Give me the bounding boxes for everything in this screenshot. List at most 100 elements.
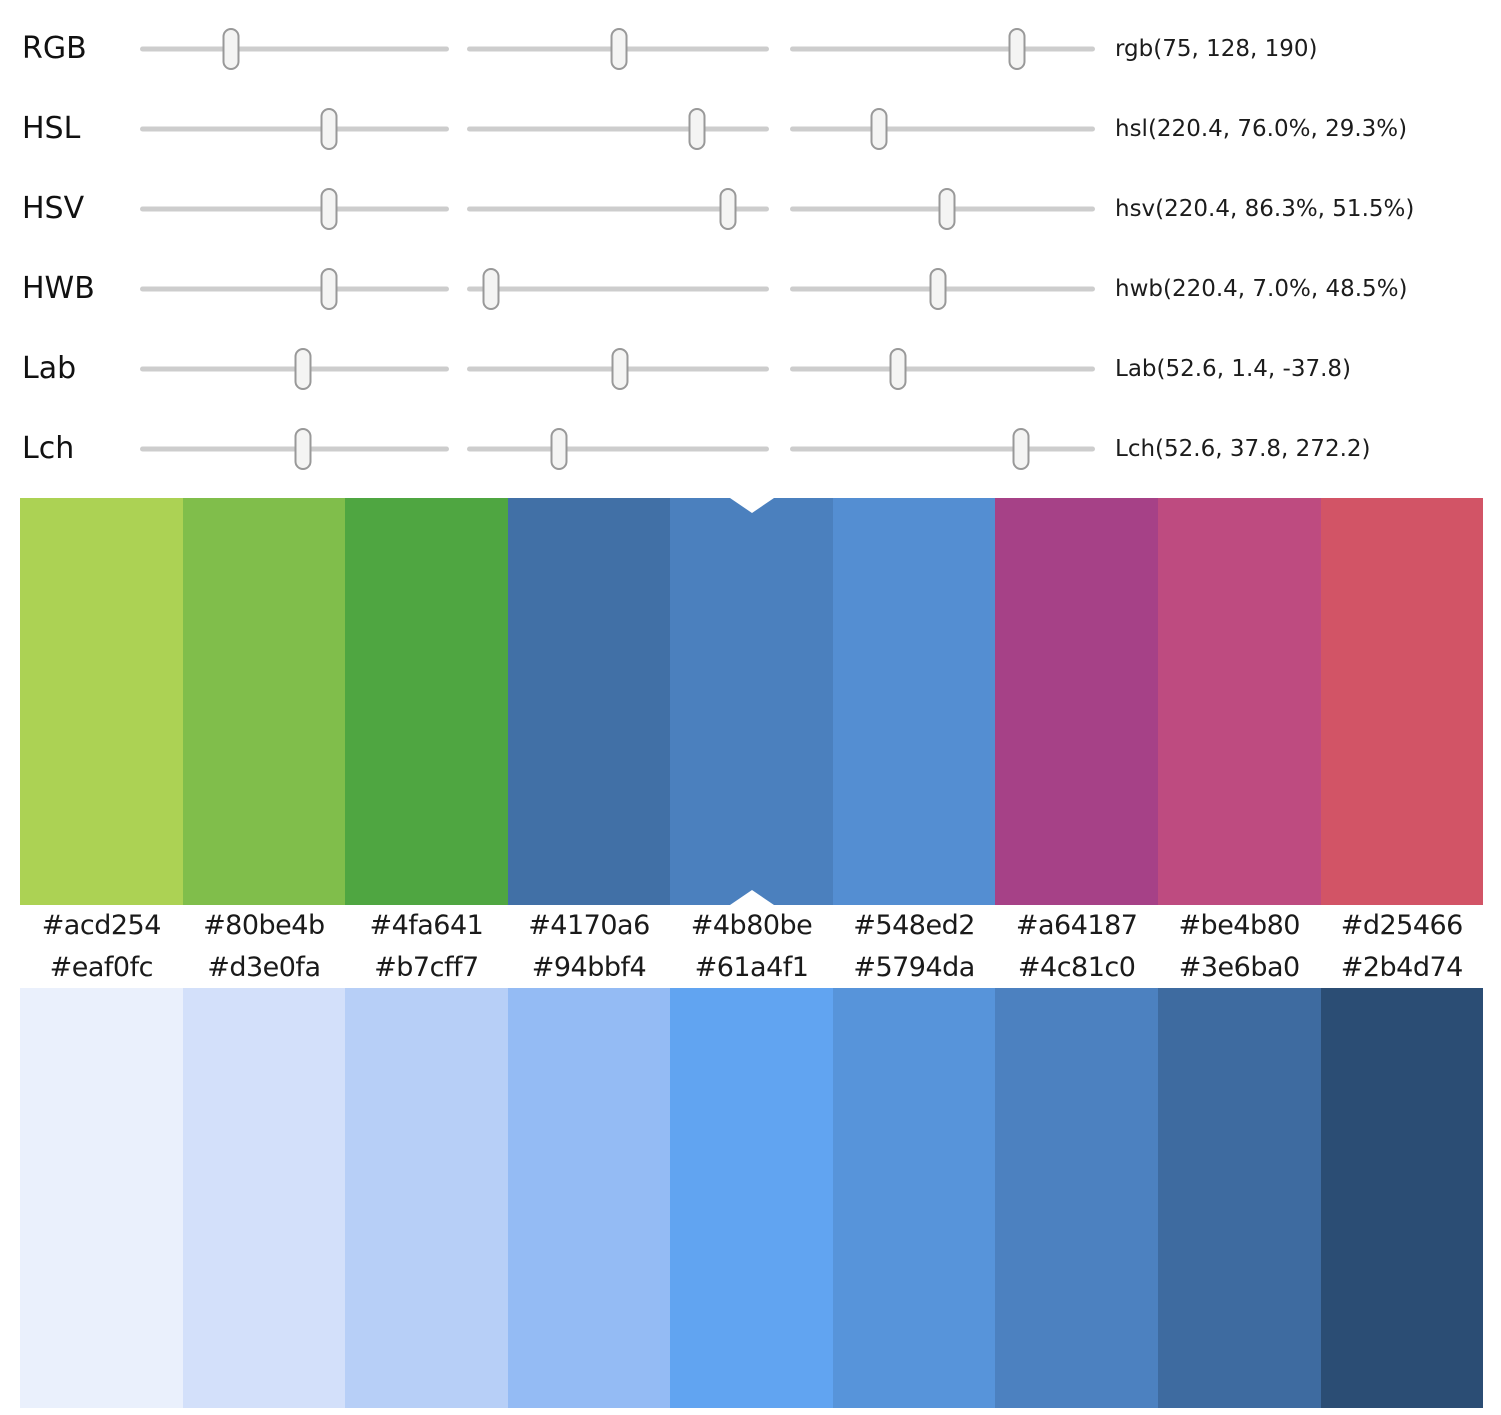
hwb-b-slider-thumb[interactable] bbox=[929, 268, 947, 310]
lch-row-label: Lch bbox=[22, 431, 75, 466]
bottom-palette-swatch-1[interactable] bbox=[20, 988, 183, 1408]
lch-c-slider-track[interactable] bbox=[467, 446, 769, 452]
bottom-palette-swatch-6[interactable] bbox=[832, 988, 996, 1408]
lch-h-slider-thumb[interactable] bbox=[1012, 428, 1030, 470]
slider-row-lch: Lch Lch(52.6, 37.8, 272.2) bbox=[0, 409, 1501, 489]
bottom-palette-swatch-7[interactable] bbox=[995, 988, 1158, 1408]
hsl-row-label: HSL bbox=[22, 111, 81, 146]
hwb-h-slider-track[interactable] bbox=[140, 286, 449, 292]
rgb-r-slider-track[interactable] bbox=[140, 46, 449, 52]
rgb-r-slider[interactable] bbox=[140, 9, 449, 89]
hsl-h-slider[interactable] bbox=[140, 89, 449, 169]
bottom-palette-hex-label-3: #b7cff7 bbox=[374, 951, 479, 983]
hsv-h-slider-thumb[interactable] bbox=[320, 188, 338, 230]
lab-l-slider[interactable] bbox=[140, 329, 449, 409]
hsl-l-slider-thumb[interactable] bbox=[870, 108, 888, 150]
bottom-palette-hex-label-8: #3e6ba0 bbox=[1178, 951, 1300, 983]
hsv-value-text: hsv(220.4, 86.3%, 51.5%) bbox=[1115, 196, 1415, 222]
bottom-palette-hex-label-6: #5794da bbox=[853, 951, 975, 983]
top-palette-swatch-3[interactable] bbox=[345, 498, 508, 905]
top-palette-swatch-7[interactable] bbox=[995, 498, 1158, 905]
top-palette-hex-label-7: #a64187 bbox=[1015, 910, 1138, 941]
hsl-s-slider-track[interactable] bbox=[467, 126, 769, 132]
slider-row-hsl: HSL hsl(220.4, 76.0%, 29.3%) bbox=[0, 89, 1501, 169]
lch-c-slider-thumb[interactable] bbox=[550, 428, 568, 470]
lch-l-slider[interactable] bbox=[140, 409, 449, 489]
top-palette-swatch-4[interactable] bbox=[507, 498, 671, 905]
hwb-w-slider-thumb[interactable] bbox=[482, 268, 500, 310]
top-palette-hex-label-9: #d25466 bbox=[1340, 910, 1464, 941]
top-palette-swatch-1[interactable] bbox=[20, 498, 183, 905]
hsl-h-slider-track[interactable] bbox=[140, 126, 449, 132]
top-palette-hex-labels: #acd254 #80be4b #4fa641 #4170a6 #4b80be #548e… bbox=[20, 905, 1483, 946]
hsv-v-slider-thumb[interactable] bbox=[938, 188, 956, 230]
lch-l-slider-thumb[interactable] bbox=[294, 428, 312, 470]
sliders-section: RGB rgb(75, 128, 190) HSL hsl(220.4, 76.0%,… bbox=[0, 0, 1501, 489]
hsl-s-slider[interactable] bbox=[467, 89, 769, 169]
lab-a-slider-thumb[interactable] bbox=[611, 348, 629, 390]
lch-h-slider-track[interactable] bbox=[790, 446, 1095, 452]
rgb-r-slider-thumb[interactable] bbox=[222, 28, 240, 70]
lab-l-slider-thumb[interactable] bbox=[294, 348, 312, 390]
hsv-v-slider[interactable] bbox=[790, 169, 1095, 249]
hwb-w-slider[interactable] bbox=[467, 249, 769, 329]
slider-row-rgb: RGB rgb(75, 128, 190) bbox=[0, 9, 1501, 89]
top-palette-swatch-9[interactable] bbox=[1320, 498, 1484, 905]
lch-c-slider[interactable] bbox=[467, 409, 769, 489]
bottom-palette-hex-labels: #eaf0fc #d3e0fa #b7cff7 #94bbf4 #61a4f1 #5794… bbox=[20, 946, 1483, 988]
hwb-row-label: HWB bbox=[22, 271, 95, 306]
bottom-palette-swatch-8[interactable] bbox=[1157, 988, 1321, 1408]
slider-row-lab: Lab Lab(52.6, 1.4, -37.8) bbox=[0, 329, 1501, 409]
top-palette-swatch-5[interactable] bbox=[670, 498, 833, 905]
rgb-b-slider-track[interactable] bbox=[790, 46, 1095, 52]
hsv-h-slider[interactable] bbox=[140, 169, 449, 249]
top-palette-hex-label-3: #4fa641 bbox=[369, 910, 484, 941]
lab-a-slider[interactable] bbox=[467, 329, 769, 409]
lch-value-text: Lch(52.6, 37.8, 272.2) bbox=[1115, 436, 1371, 462]
hsv-h-slider-track[interactable] bbox=[140, 206, 449, 212]
top-palette-swatch-8[interactable] bbox=[1157, 498, 1321, 905]
hsv-s-slider[interactable] bbox=[467, 169, 769, 249]
rgb-g-slider[interactable] bbox=[467, 9, 769, 89]
hwb-value-text: hwb(220.4, 7.0%, 48.5%) bbox=[1115, 276, 1408, 302]
rgb-value-text: rgb(75, 128, 190) bbox=[1115, 36, 1318, 62]
hsl-h-slider-thumb[interactable] bbox=[320, 108, 338, 150]
hsl-l-slider[interactable] bbox=[790, 89, 1095, 169]
lab-row-label: Lab bbox=[22, 351, 77, 386]
lab-b-slider-thumb[interactable] bbox=[889, 348, 907, 390]
bottom-palette-swatch-9[interactable] bbox=[1320, 988, 1484, 1408]
bottom-palette-swatch-5[interactable] bbox=[670, 988, 833, 1408]
top-palette-hex-label-8: #be4b80 bbox=[1178, 910, 1300, 941]
lab-b-slider[interactable] bbox=[790, 329, 1095, 409]
rgb-b-slider-thumb[interactable] bbox=[1008, 28, 1026, 70]
hwb-b-slider[interactable] bbox=[790, 249, 1095, 329]
lab-b-slider-track[interactable] bbox=[790, 366, 1095, 372]
lch-h-slider[interactable] bbox=[790, 409, 1095, 489]
hwb-h-slider-thumb[interactable] bbox=[320, 268, 338, 310]
bottom-palette-swatch-2[interactable] bbox=[182, 988, 346, 1408]
bottom-palette-hex-label-2: #d3e0fa bbox=[207, 951, 321, 983]
top-palette-hex-label-5: #4b80be bbox=[690, 910, 813, 941]
bottom-palette-hex-label-5: #61a4f1 bbox=[694, 951, 809, 983]
hsl-value-text: hsl(220.4, 76.0%, 29.3%) bbox=[1115, 116, 1408, 142]
rgb-row-label: RGB bbox=[22, 31, 87, 66]
top-palette-swatch-2[interactable] bbox=[182, 498, 346, 905]
top-palette-swatch-6[interactable] bbox=[832, 498, 996, 905]
rgb-g-slider-thumb[interactable] bbox=[610, 28, 628, 70]
bottom-palette-hex-label-4: #94bbf4 bbox=[531, 951, 647, 983]
hsl-s-slider-thumb[interactable] bbox=[688, 108, 706, 150]
bottom-palette-swatch-4[interactable] bbox=[507, 988, 671, 1408]
top-palette-hex-label-4: #4170a6 bbox=[528, 910, 650, 941]
hsv-s-slider-track[interactable] bbox=[467, 206, 769, 212]
bottom-palette-hex-label-9: #2b4d74 bbox=[1340, 951, 1464, 983]
bottom-palette-swatch-3[interactable] bbox=[345, 988, 508, 1408]
top-palette-hex-label-1: #acd254 bbox=[41, 910, 162, 941]
rgb-b-slider[interactable] bbox=[790, 9, 1095, 89]
top-palette-hex-label-6: #548ed2 bbox=[853, 910, 975, 941]
hwb-h-slider[interactable] bbox=[140, 249, 449, 329]
top-palette-hex-label-2: #80be4b bbox=[203, 910, 325, 941]
hsl-l-slider-track[interactable] bbox=[790, 126, 1095, 132]
hwb-w-slider-track[interactable] bbox=[467, 286, 769, 292]
hsv-s-slider-thumb[interactable] bbox=[719, 188, 737, 230]
